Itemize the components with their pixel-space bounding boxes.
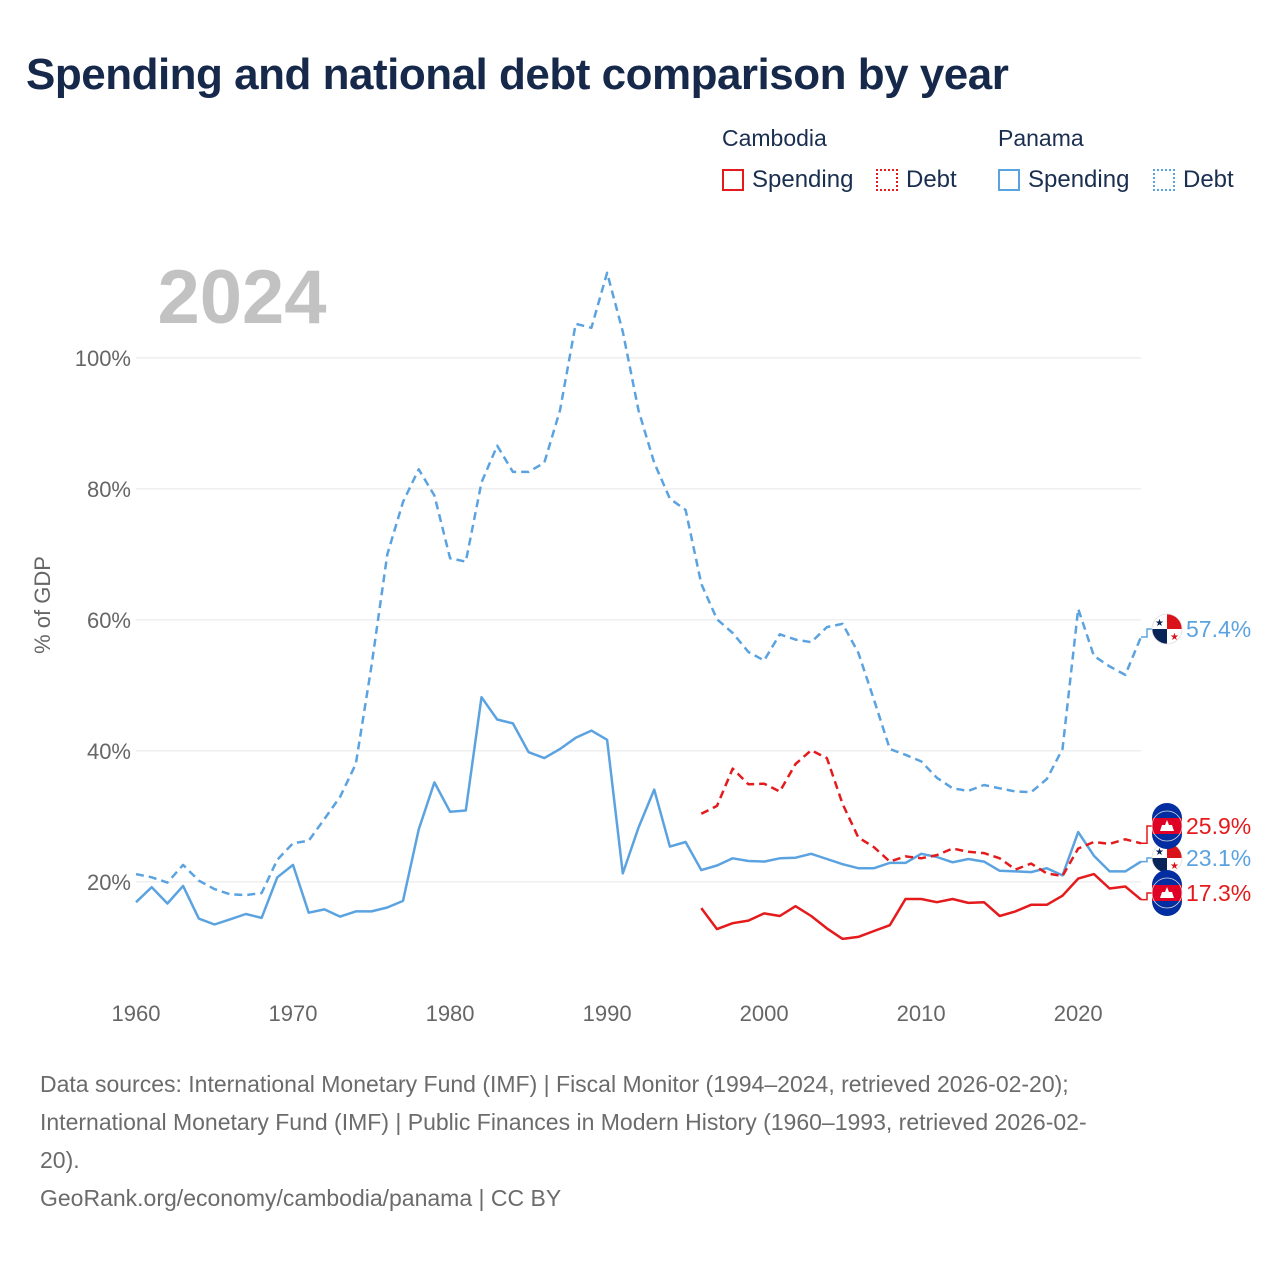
series-line-panama-debt bbox=[135, 271, 1143, 897]
star-icon: ★ bbox=[1170, 632, 1179, 643]
footer-line-3: 20). bbox=[40, 1147, 80, 1173]
y-tick-label: 40% bbox=[87, 739, 131, 764]
cambodia-flag-icon bbox=[1151, 803, 1183, 849]
temple-icon bbox=[1160, 887, 1174, 898]
legend-item-panama-debt[interactable]: Debt bbox=[1153, 166, 1234, 194]
series-lines bbox=[135, 271, 1143, 941]
legend-swatch-cambodia-spending bbox=[722, 169, 744, 191]
flag-ring bbox=[1151, 613, 1183, 645]
legend-swatch-cambodia-debt bbox=[876, 169, 898, 191]
legend-item-cambodia-spending[interactable]: Spending bbox=[722, 166, 853, 194]
star-icon: ★ bbox=[1155, 618, 1164, 629]
x-tick-label: 2000 bbox=[740, 1001, 789, 1026]
flag-quarter-blue bbox=[1152, 629, 1167, 644]
footer-line-1: Data sources: International Monetary Fun… bbox=[40, 1071, 1069, 1097]
footer-line-2: International Monetary Fund (IMF) | Publ… bbox=[40, 1109, 1087, 1135]
end-labels: ★★ 57.4%★★ 23.1%25.9%17.3% bbox=[1141, 613, 1251, 916]
y-tick-label: 20% bbox=[87, 870, 131, 895]
flag-band-top bbox=[1152, 870, 1182, 885]
flag-quarter-red bbox=[1167, 614, 1182, 629]
flag-band-bottom bbox=[1152, 901, 1182, 916]
x-tick-label: 1960 bbox=[112, 1001, 161, 1026]
series-line-cambodia-debt bbox=[700, 749, 1142, 878]
end-label-panama-spending: 23.1% bbox=[1186, 845, 1251, 871]
legend-item-panama-spending[interactable]: Spending bbox=[998, 166, 1129, 194]
chart-canvas: 2024 20% 40% 60% 80% 100% 1960 1970 1980 1990 20… bbox=[30, 255, 1251, 1026]
x-tick-label: 1980 bbox=[426, 1001, 475, 1026]
grid-lines bbox=[136, 357, 1141, 883]
flag-band-top bbox=[1152, 803, 1182, 818]
flag-ring bbox=[1151, 810, 1183, 842]
y-axis-ticks: 20% 40% 60% 80% 100% bbox=[75, 346, 131, 895]
legend-item-cambodia-debt[interactable]: Debt bbox=[876, 166, 957, 194]
end-connector bbox=[1141, 825, 1153, 845]
chart-title: Spending and national debt comparison by… bbox=[26, 50, 1009, 99]
x-tick-label: 1990 bbox=[583, 1001, 632, 1026]
legend-label-panama-debt: Debt bbox=[1183, 166, 1234, 193]
legend-cambodia-title: Cambodia bbox=[722, 125, 827, 151]
legend-swatch-panama-spending bbox=[998, 169, 1020, 191]
y-tick-label: 60% bbox=[87, 608, 131, 633]
end-connector bbox=[1141, 628, 1153, 638]
end-connector bbox=[1141, 892, 1153, 901]
footer-sources: Data sources: International Monetary Fun… bbox=[40, 1065, 1087, 1217]
flag-band-bottom bbox=[1152, 834, 1182, 849]
x-tick-label: 2020 bbox=[1054, 1001, 1103, 1026]
x-tick-label: 1970 bbox=[269, 1001, 318, 1026]
cambodia-flag-icon bbox=[1151, 870, 1183, 916]
flag-ring bbox=[1151, 877, 1183, 909]
star-icon: ★ bbox=[1155, 847, 1164, 858]
legend-swatch-panama-debt bbox=[1153, 169, 1175, 191]
end-connector bbox=[1141, 857, 1153, 863]
legend-panama-title: Panama bbox=[998, 125, 1084, 151]
series-line-panama-spending bbox=[135, 695, 1142, 926]
legend-label-cambodia-debt: Debt bbox=[906, 166, 957, 193]
y-axis-label: % of GDP bbox=[30, 556, 55, 654]
y-tick-label: 100% bbox=[75, 346, 131, 371]
legend-label-cambodia-spending: Spending bbox=[752, 166, 854, 193]
y-tick-label: 80% bbox=[87, 477, 131, 502]
panama-flag-icon: ★★ bbox=[1151, 613, 1183, 645]
end-label-panama-debt: 57.4% bbox=[1186, 616, 1251, 642]
legend-label-panama-spending: Spending bbox=[1028, 166, 1130, 193]
x-axis-ticks: 1960 1970 1980 1990 2000 2010 2020 bbox=[112, 1001, 1103, 1026]
star-icon: ★ bbox=[1170, 861, 1179, 872]
temple-icon bbox=[1160, 820, 1174, 831]
year-watermark: 2024 bbox=[157, 255, 326, 340]
x-tick-label: 2010 bbox=[897, 1001, 946, 1026]
end-label-cambodia-spending: 17.3% bbox=[1186, 880, 1251, 906]
footer-credit[interactable]: GeoRank.org/economy/cambodia/panama | CC… bbox=[40, 1185, 562, 1211]
series-line-cambodia-spending bbox=[700, 872, 1142, 941]
end-label-cambodia-debt: 25.9% bbox=[1186, 813, 1251, 839]
flag-quarter-blue bbox=[1152, 858, 1167, 873]
